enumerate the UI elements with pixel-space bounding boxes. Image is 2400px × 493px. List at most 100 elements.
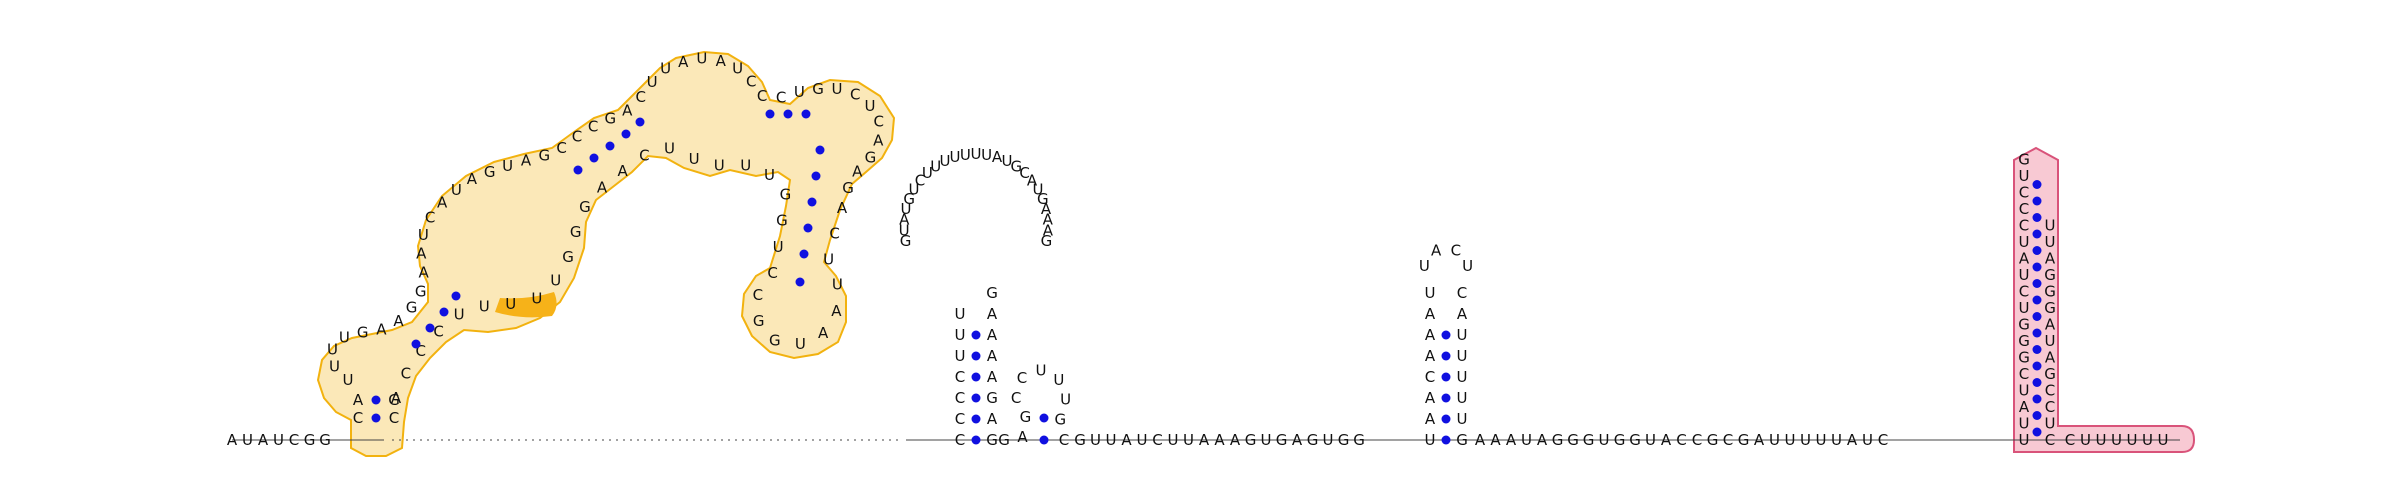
hairpin-4-nucleotide: G — [2018, 151, 2030, 169]
base-pair-dot — [801, 109, 811, 119]
region-a-nucleotide: U — [343, 371, 354, 389]
base-pair-dot — [2032, 279, 2042, 288]
base-pair-dot — [1039, 435, 1049, 445]
region-a-nucleotide: C — [635, 88, 645, 106]
hairpin-3-nucleotide: A — [1425, 305, 1436, 323]
region-a-nucleotide: U — [732, 60, 743, 78]
hairpin-1-loop-nucleotide: C — [915, 172, 925, 190]
hairpin-3-nucleotide: A — [1457, 305, 1468, 323]
region-a-nucleotide: U — [531, 290, 542, 308]
stem-a-nucleotide: C — [353, 409, 363, 427]
hairpin-1-loop-nucleotide: A — [899, 211, 910, 229]
spacer-1-nucleotide: A — [1121, 431, 1132, 449]
hairpin-1-nucleotide: A — [987, 326, 998, 344]
hairpin-1-nucleotide: U — [955, 305, 966, 323]
hairpin-2-nucleotide: C — [1059, 431, 1069, 449]
region-a-nucleotide: U — [832, 275, 843, 293]
spacer-1-nucleotide: U — [1106, 431, 1117, 449]
region-a-nucleotide: A — [391, 389, 402, 407]
hairpin-1-nucleotide: G — [986, 389, 998, 407]
base-pair-dot — [2032, 295, 2042, 305]
spacer-2-nucleotide: U — [1800, 431, 1811, 449]
base-pair-dot — [1039, 413, 1049, 423]
hairpin-4-nucleotide: G — [2018, 316, 2030, 334]
region-a-nucleotide: C — [776, 89, 786, 107]
hairpin-4-nucleotide: G — [2044, 365, 2056, 383]
base-pair-dot — [1441, 435, 1451, 445]
hairpin-1-loop-nucleotide: A — [1041, 200, 1052, 218]
hairpin-4-nucleotide: U — [2019, 299, 2030, 317]
spacer-2-nucleotide: A — [1490, 431, 1501, 449]
region-a-nucleotide: G — [776, 212, 788, 230]
region-a-nucleotide: A — [617, 162, 628, 180]
hairpin-4-nucleotide: U — [2045, 332, 2056, 350]
base-pair-dot — [589, 153, 599, 163]
base-pair-dot — [971, 435, 981, 445]
region-a-nucleotide: U — [454, 305, 465, 323]
spacer-1-nucleotide: U — [1168, 431, 1179, 449]
hairpin-1-nucleotide: C — [955, 410, 965, 428]
hairpin-1-loop-nucleotide: U — [981, 146, 992, 164]
hairpin-4-nucleotide: U — [2019, 266, 2030, 284]
hairpin-4-nucleotide: C — [2045, 431, 2055, 449]
spacer-1-nucleotide: G — [1353, 431, 1365, 449]
region-a-nucleotide: G — [562, 248, 574, 266]
spacer-2-nucleotide: C — [1676, 431, 1686, 449]
region-a-nucleotide: U — [451, 181, 462, 199]
spacer-2-nucleotide: A — [1661, 431, 1672, 449]
base-pair-dot — [971, 414, 981, 424]
region-a-nucleotide: A — [416, 245, 427, 263]
hairpin-1-nucleotide: U — [955, 347, 966, 365]
region-a-nucleotide: G — [605, 110, 617, 128]
hairpin-1-nucleotide: C — [955, 368, 965, 386]
right-tail-nucleotide: U — [2158, 431, 2169, 449]
hairpin-4-nucleotide: G — [2044, 299, 2056, 317]
highlight-region-orange — [316, 50, 896, 457]
stem-a-nucleotide: A — [353, 391, 364, 409]
hairpin-2-nucleotide: U — [1060, 390, 1071, 408]
hairpin-3-loop-nucleotide: A — [1431, 241, 1442, 259]
spacer-2-nucleotide: A — [1475, 431, 1486, 449]
hairpin-4-nucleotide: A — [2045, 349, 2056, 367]
spacer-1-nucleotide: A — [1199, 431, 1210, 449]
base-pair-dot — [1441, 414, 1451, 424]
hairpin-4-nucleotide: U — [2019, 382, 2030, 400]
region-a-nucleotide: C — [850, 86, 860, 104]
hairpin-1-nucleotide: A — [987, 410, 998, 428]
spacer-2-nucleotide: C — [1692, 431, 1702, 449]
hairpin-3-nucleotide: U — [1457, 389, 1468, 407]
region-a-nucleotide: U — [550, 272, 561, 290]
hairpin-1-nucleotide: G — [986, 431, 998, 449]
left-tail-nucleotide: U — [242, 431, 253, 449]
spacer-2-nucleotide: G — [1567, 431, 1579, 449]
base-pair-dot — [439, 307, 449, 317]
hairpin-4-nucleotide: U — [2045, 415, 2056, 433]
left-tail-nucleotide: A — [227, 431, 238, 449]
spacer-1-nucleotide: A — [1292, 431, 1303, 449]
hairpin-4-nucleotide: G — [2044, 266, 2056, 284]
spacer-2-nucleotide: U — [1769, 431, 1780, 449]
base-pair-dot — [2032, 312, 2042, 321]
hairpin-2-nucleotide: U — [1035, 361, 1046, 379]
region-a-nucleotide: U — [831, 80, 842, 98]
region-a-nucleotide: U — [823, 251, 834, 269]
base-pair-dot — [803, 223, 813, 233]
spacer-1-nucleotide: U — [1183, 431, 1194, 449]
hairpin-3-nucleotide: A — [1425, 347, 1436, 365]
hairpin-4-nucleotide: C — [2019, 283, 2029, 301]
hairpin-4-nucleotide: A — [2019, 250, 2030, 268]
base-pair-dot — [815, 145, 825, 155]
base-pair-dot — [411, 339, 421, 349]
region-a-nucleotide: C — [433, 322, 443, 340]
base-pair-dot — [765, 109, 775, 119]
hairpin-2-nucleotide: C — [1011, 389, 1021, 407]
base-pair-dot — [573, 165, 583, 175]
base-pair-dot — [2032, 411, 2042, 420]
hairpin-4-nucleotide: A — [2019, 398, 2030, 416]
base-pair-dot — [2032, 213, 2042, 222]
spacer-1-nucleotide: C — [1152, 431, 1162, 449]
hairpin-1-loop-nucleotide: U — [922, 164, 933, 182]
base-pair-dot — [425, 323, 435, 333]
hairpin-2-nucleotide: A — [1017, 428, 1028, 446]
hairpin-2-nucleotide: G — [998, 431, 1010, 449]
